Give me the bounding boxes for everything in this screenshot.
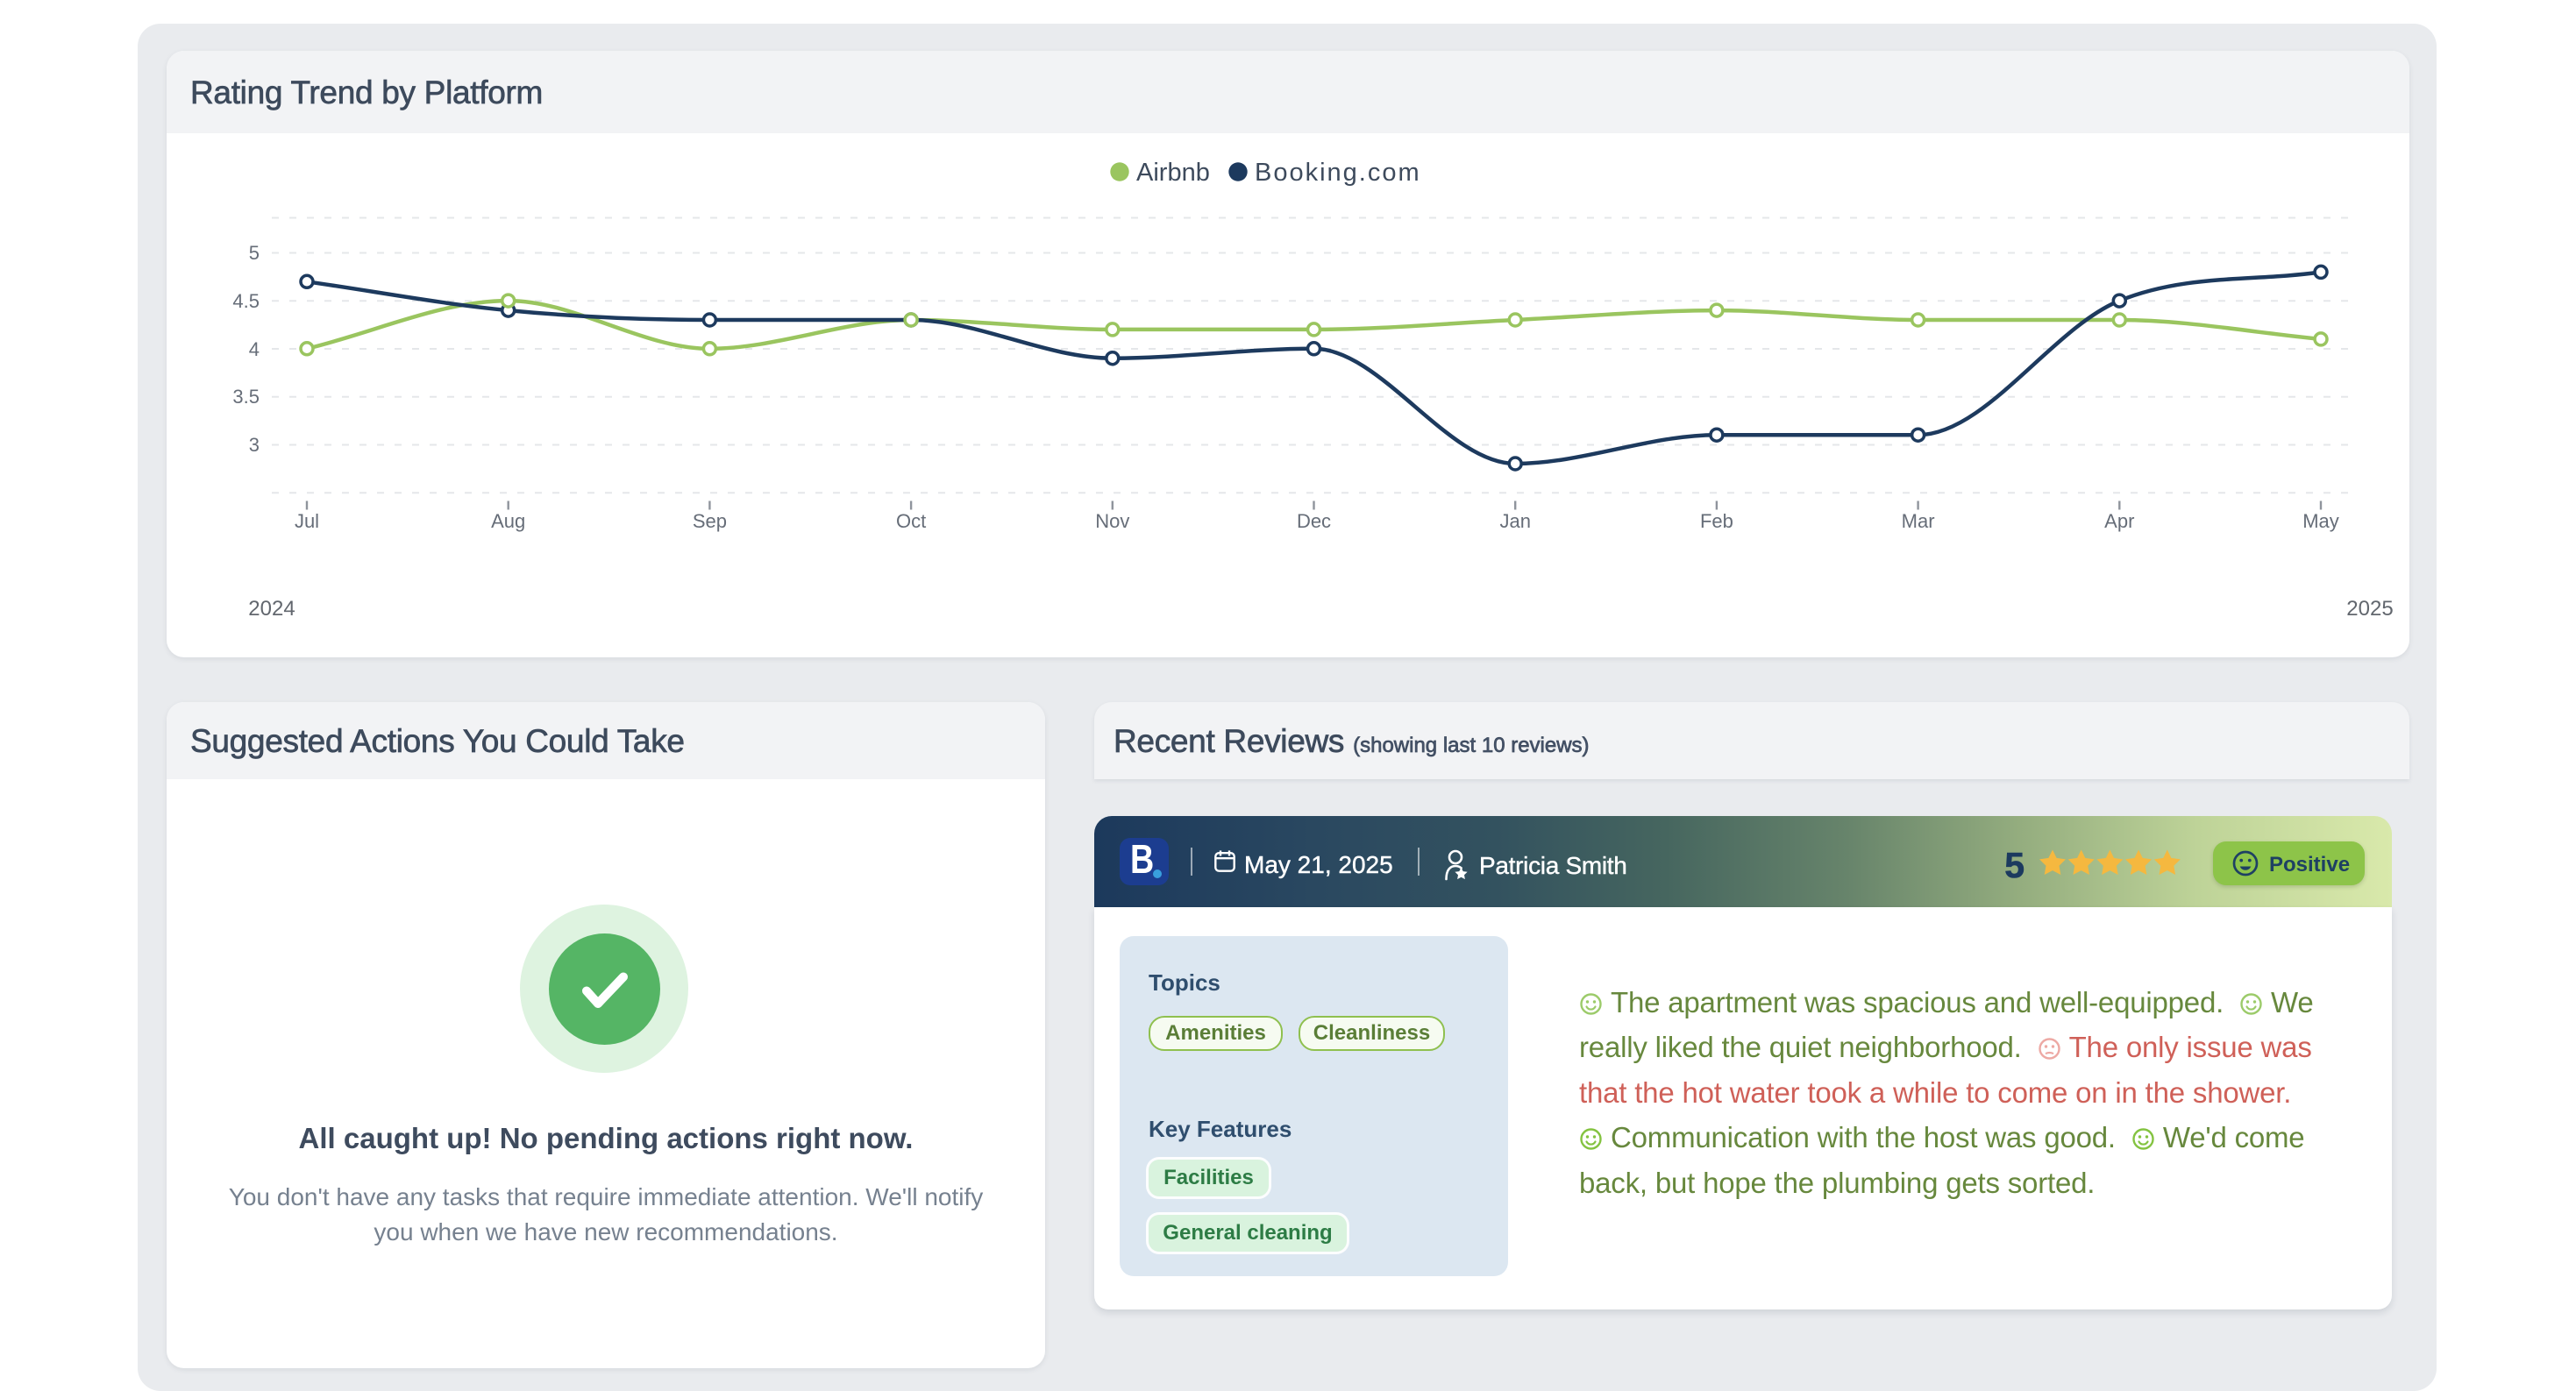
svg-text:Airbnb: Airbnb — [1136, 159, 1210, 187]
svg-text:2025: 2025 — [2346, 597, 2393, 621]
svg-text:Apr: Apr — [2104, 510, 2134, 532]
svg-text:4.5: 4.5 — [232, 290, 260, 312]
svg-text:Jul: Jul — [295, 510, 319, 532]
svg-text:Nov: Nov — [1095, 510, 1129, 532]
svg-text:May: May — [2302, 510, 2339, 532]
svg-text:Feb: Feb — [1700, 510, 1733, 532]
svg-text:Mar: Mar — [1902, 510, 1935, 532]
svg-text:Oct: Oct — [896, 510, 926, 532]
svg-text:Sep: Sep — [693, 510, 727, 532]
svg-text:Dec: Dec — [1297, 510, 1331, 532]
svg-text:5: 5 — [249, 242, 260, 264]
svg-text:3: 3 — [249, 434, 260, 456]
svg-text:4: 4 — [249, 338, 260, 360]
svg-text:Jan: Jan — [1499, 510, 1530, 532]
svg-text:Booking.com: Booking.com — [1255, 159, 1421, 187]
svg-text:2024: 2024 — [248, 597, 295, 621]
svg-text:3.5: 3.5 — [232, 386, 260, 408]
svg-text:Aug: Aug — [491, 510, 525, 532]
